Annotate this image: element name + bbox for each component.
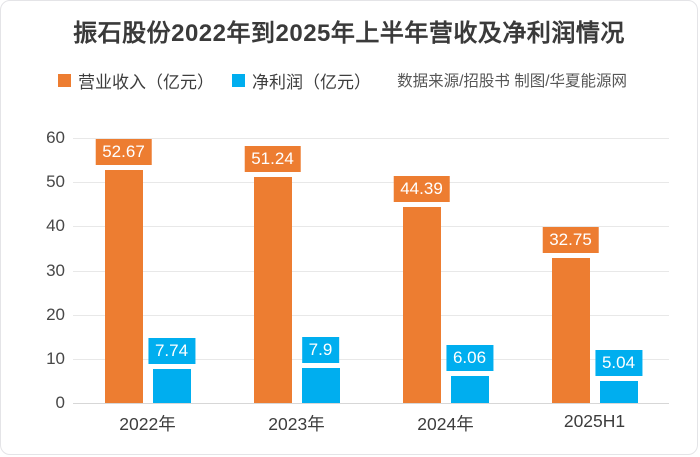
legend-item-revenue: 营业收入（亿元） <box>58 68 214 93</box>
x-category-label: 2023年 <box>268 414 325 434</box>
gridline <box>73 358 669 360</box>
x-category-label: 2025H1 <box>563 411 626 431</box>
y-tick-label: 20 <box>46 304 65 324</box>
bar-net-profit-2024年 <box>450 376 489 403</box>
x-category-label: 2024年 <box>417 414 474 434</box>
bar-value-label: 51.24 <box>244 145 301 172</box>
bar-revenue-2022年 <box>104 170 143 403</box>
bar-revenue-2025H1 <box>551 258 590 403</box>
plot-area: 52.67 7.74 51.24 7.9 44.39 6.06 32.75 5.04 <box>73 138 669 404</box>
y-tick-label: 40 <box>46 216 65 236</box>
x-category-label: 2022年 <box>119 414 176 434</box>
bar-value-label: 52.67 <box>95 139 152 166</box>
bar-net-profit-2025H1 <box>599 380 638 403</box>
bar-value-label: 7.9 <box>301 337 340 364</box>
bar-value-label: 5.04 <box>594 349 643 376</box>
bar-value-label: 44.39 <box>393 175 450 202</box>
bar-value-label: 7.74 <box>147 337 196 364</box>
y-tick-label: 0 <box>55 393 65 412</box>
legend-item-net-profit: 净利润（亿元） <box>232 68 371 93</box>
bar-value-label: 6.06 <box>445 345 494 372</box>
bar-net-profit-2022年 <box>152 368 191 403</box>
legend-label-net-profit: 净利润（亿元） <box>252 72 371 92</box>
y-tick-label: 60 <box>46 128 65 147</box>
y-tick-label: 10 <box>46 348 65 368</box>
gridline <box>73 138 669 139</box>
gridline <box>73 226 669 228</box>
y-tick-label: 50 <box>46 172 65 192</box>
x-axis-line <box>73 403 669 404</box>
source-note: 数据来源/招股书 制图/华夏能源网 <box>397 73 627 90</box>
gridline <box>73 314 669 316</box>
legend-swatch-net-profit-icon <box>232 73 245 87</box>
bar-net-profit-2023年 <box>301 368 340 403</box>
bar-value-label: 32.75 <box>542 227 599 254</box>
chart-meta-row: 营业收入（亿元） 净利润（亿元） 数据来源/招股书 制图/华夏能源网 <box>58 68 627 92</box>
gridline <box>73 182 669 184</box>
legend-label-revenue: 营业收入（亿元） <box>78 72 214 92</box>
bar-revenue-2024年 <box>402 206 441 403</box>
chart-title: 振石股份2022年到2025年上半年营收及净利润情况 <box>73 20 625 47</box>
gridline <box>73 270 669 272</box>
bar-revenue-2023年 <box>253 176 292 403</box>
y-tick-label: 30 <box>46 260 65 280</box>
legend: 营业收入（亿元） 净利润（亿元） <box>58 68 371 93</box>
legend-swatch-revenue-icon <box>58 73 71 87</box>
